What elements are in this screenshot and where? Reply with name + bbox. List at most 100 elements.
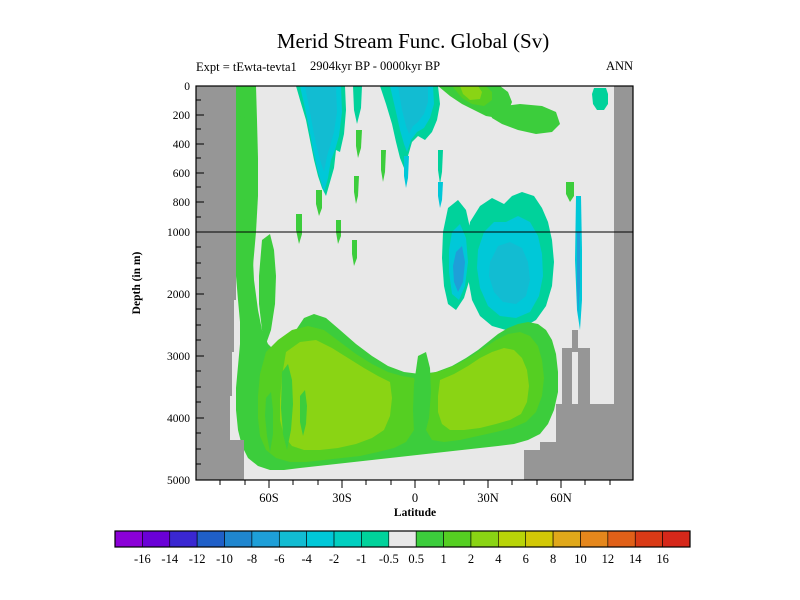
contour-sliver-south-b [356, 130, 362, 158]
colorbar-segment [196, 530, 225, 548]
period-label: 2904kyr BP - 0000kyr BP [310, 59, 440, 73]
x-tick-labels: 60S 30S 0 30N 60N [259, 491, 571, 505]
contour-neg-right-streak-core [577, 232, 580, 316]
land-northern-shelf-lower [524, 404, 614, 480]
contour-pos-deep-core-south [280, 340, 392, 450]
colorbar-segment [278, 530, 307, 548]
colorbar-tick-label: -12 [189, 552, 206, 566]
y-tick-label: 1000 [167, 227, 190, 239]
colorbar-segment [415, 530, 444, 548]
contour-pos-deep-core-north [438, 348, 529, 430]
colorbar-tick-label: 0.5 [408, 552, 424, 566]
colorbar-segment [607, 530, 636, 548]
colorbar-tick-label: -6 [274, 552, 284, 566]
contour-pos-south-tongue-a [244, 86, 258, 296]
land-antarctic-block [196, 86, 236, 480]
contour-neg-north-upper-core [398, 86, 428, 134]
land-northern-shelf-top [614, 86, 633, 480]
colorbar-segment [169, 530, 198, 548]
season-label: ANN [606, 59, 633, 73]
contour-neg-natl-west-core [453, 246, 465, 292]
x-axis [219, 480, 611, 488]
colorbar-segment [142, 530, 171, 548]
x-tick-label: 30S [332, 491, 352, 505]
colorbar-segment [552, 530, 581, 548]
colorbar-tick-label: 8 [550, 552, 556, 566]
colorbar-tick-label: -10 [216, 552, 233, 566]
colorbar-tick-label: -14 [161, 552, 178, 566]
colorbar-tick-label: 2 [468, 552, 474, 566]
y-tick-label: 2000 [167, 289, 190, 301]
x-axis-label: Latitude [394, 507, 436, 519]
contour-green-stub-a [300, 390, 307, 436]
y-tick-label: 5000 [167, 475, 190, 487]
land-northern-tower-left [562, 348, 572, 410]
contour-streak-b [404, 156, 409, 188]
colorbar-segment [470, 530, 499, 548]
colorbar-segment [224, 530, 253, 548]
colorbar-tick-label: 14 [629, 552, 642, 566]
contour-sliver-south-a [353, 86, 362, 124]
contour-green-right-upper-b [566, 182, 574, 202]
colorbar-segment [443, 530, 472, 548]
colorbar-segment [388, 530, 417, 548]
page-title: Merid Stream Func. Global (Sv) [277, 29, 549, 53]
contour-streak-e [354, 176, 359, 204]
colorbar-segment [333, 530, 362, 548]
colorbar-tick-label: 4 [495, 552, 502, 566]
x-tick-label: 0 [412, 491, 418, 505]
land-antarctic-step [222, 440, 244, 480]
colorbar-segment [306, 530, 335, 548]
contour-neg-natl-core [489, 242, 530, 304]
x-tick-label: 60N [550, 491, 572, 505]
experiment-label: Expt = tEwta-tevta1 [196, 60, 297, 74]
y-tick-label: 800 [173, 197, 191, 209]
colorbar-segment [251, 530, 280, 548]
colorbar-segment [662, 530, 691, 548]
y-tick-labels: 0 200 400 600 800 1000 2000 3000 4000 50… [167, 81, 190, 487]
x-tick-label: 30N [477, 491, 499, 505]
y-axis-label: Depth (in m) [131, 252, 143, 315]
colorbar-segment [498, 530, 527, 548]
colorbar-tick-label: -4 [301, 552, 312, 566]
colorbar-tick-label: 1 [440, 552, 446, 566]
y-tick-label: 0 [184, 81, 190, 93]
colorbar-tick-label: -0.5 [379, 552, 399, 566]
contour-green-upper-left [236, 86, 250, 118]
colorbar-tick-label: -1 [356, 552, 366, 566]
y-axis [196, 85, 204, 481]
contour-pos-south-tongue-c [281, 364, 293, 450]
contour-streak-c [438, 150, 443, 184]
x-tick-label: 60S [259, 491, 279, 505]
colorbar: -16 -14 -12 -10 -8 -6 -4 -2 -1 -0.5 0.5 1 2 4 6 8 10 12 14… [114, 530, 691, 566]
colorbar-tick-label: -8 [247, 552, 257, 566]
contour-equatorial-seam [413, 352, 431, 444]
colorbar-tick-label: 6 [523, 552, 529, 566]
y-tick-label: 200 [173, 110, 191, 122]
contour-north-surface-patch [592, 88, 608, 110]
y-tick-label: 600 [173, 168, 191, 180]
y-tick-label: 400 [173, 139, 191, 151]
plot-area: 0 200 400 600 800 1000 2000 3000 4000 50… [131, 81, 634, 519]
colorbar-segment [114, 530, 143, 548]
colorbar-segment [580, 530, 609, 548]
contour-pos-upper-right-drape [488, 104, 560, 134]
colorbar-tick-label: -2 [329, 552, 339, 566]
land-northern-tower-right [578, 348, 590, 410]
y-tick-label: 3000 [167, 351, 190, 363]
contour-pos-south-thin [265, 392, 273, 452]
colorbar-segment [361, 530, 390, 548]
contour-pos-top-right-crown-core [460, 86, 482, 100]
contour-green-stub-d [296, 214, 302, 244]
contour-streak-d [438, 182, 443, 208]
contour-green-sliver-lower [352, 240, 357, 266]
colorbar-tick-label: -16 [134, 552, 151, 566]
contour-pos-south-tongue-b [259, 234, 276, 344]
contour-green-stub-b [316, 190, 322, 216]
colorbar-segment [525, 530, 554, 548]
contour-streak-a [381, 150, 386, 182]
land-northern-shelf-notch [572, 352, 578, 404]
colorbar-tick-label: 16 [656, 552, 669, 566]
colorbar-tick-label: 12 [602, 552, 615, 566]
colorbar-frame [114, 530, 691, 548]
